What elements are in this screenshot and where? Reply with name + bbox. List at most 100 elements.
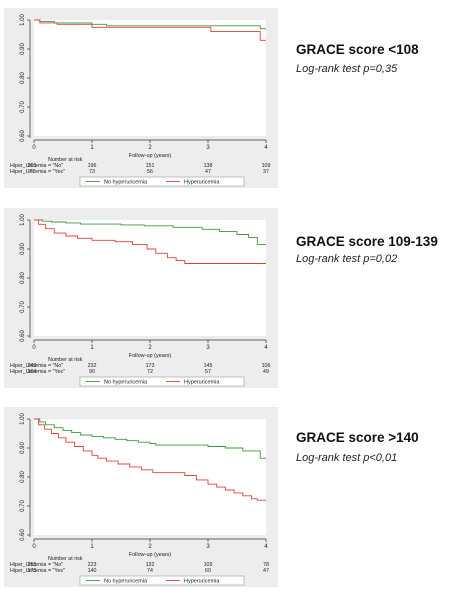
km-panel-grace-lt108: 0.60 0.70 0.80 0.90 1.00 0 1 2 3 4 Follow-up (year… <box>4 8 278 188</box>
risk-value: 104 <box>28 369 37 375</box>
legend: No hyperuricemia Hyperuricemia <box>79 575 245 586</box>
x-tick-label: 0 <box>32 345 36 351</box>
x-tick-label: 3 <box>206 544 210 550</box>
risk-value: 255 <box>28 562 37 568</box>
risk-value: 90 <box>89 369 95 375</box>
risk-value: 77 <box>29 169 35 175</box>
panel-subtitle-grace-gt140: Log-rank test p<0,01 <box>296 452 398 464</box>
legend: No hyperuricemia Hyperuricemia <box>79 176 245 187</box>
y-tick-label: 0.60 <box>20 130 26 142</box>
km-panel-grace-109-139: 0.60 0.70 0.80 0.90 1.00 0 1 2 3 4 Follow-up (year… <box>4 208 278 388</box>
risk-value: 173 <box>146 363 155 369</box>
x-tick-label: 3 <box>206 345 210 351</box>
risk-value: 151 <box>146 163 155 169</box>
legend-box <box>79 575 245 586</box>
risk-table-title: Number at risk <box>48 556 83 562</box>
y-tick-label: 0.70 <box>20 500 26 512</box>
y-tick-label: 0.60 <box>20 529 26 541</box>
panel-title-grace-gt140: GRACE score >140 <box>296 430 419 445</box>
plot-area <box>34 220 266 336</box>
legend-label: Hyperuricemia <box>184 180 220 186</box>
risk-value: 73 <box>89 169 95 175</box>
x-tick-label: 1 <box>90 544 94 550</box>
x-tick-label: 3 <box>206 145 210 151</box>
x-tick-label: 4 <box>264 145 268 151</box>
y-tick-label: 0.70 <box>20 101 26 113</box>
risk-row-label: Hiper_Uricemia = "No" <box>10 562 63 568</box>
risk-row-label: Hiper_Uricemia = "Yes" <box>10 568 65 574</box>
risk-value: 145 <box>204 363 213 369</box>
y-tick-label: 1.00 <box>20 214 26 226</box>
risk-value: 196 <box>88 163 97 169</box>
risk-value: 175 <box>28 568 37 574</box>
risk-value: 132 <box>146 562 155 568</box>
y-tick-label: 1.00 <box>20 413 26 425</box>
risk-value: 47 <box>263 568 269 574</box>
y-tick-label: 0.70 <box>20 301 26 313</box>
risk-value: 72 <box>147 369 153 375</box>
y-tick-label: 0.90 <box>20 43 26 55</box>
series-line-no-hyperuricemia <box>34 418 266 459</box>
risk-table-title: Number at risk <box>48 157 83 163</box>
x-tick-label: 4 <box>264 345 268 351</box>
panel-subtitle-grace-109-139: Log-rank test p=0,02 <box>296 253 398 265</box>
y-tick-label: 0.60 <box>20 330 26 342</box>
series-line-hyperuricemia <box>34 219 266 264</box>
risk-value: 57 <box>205 369 211 375</box>
risk-row-label: Hiper_Uricemia = "No" <box>10 363 63 369</box>
x-axis-label: Follow-up (years) <box>129 353 172 359</box>
legend-label: Hyperuricemia <box>184 579 220 585</box>
y-tick-label: 0.80 <box>20 471 26 483</box>
plot-area <box>34 419 266 535</box>
panel-subtitle-grace-lt108: Log-rank test p=0,35 <box>296 63 398 75</box>
risk-value: 109 <box>262 163 271 169</box>
risk-value: 47 <box>205 169 211 175</box>
risk-row-label: Hiper_Uricemia = "Yes" <box>10 369 65 375</box>
series-line-hyperuricemia <box>34 418 266 501</box>
risk-value: 37 <box>263 169 269 175</box>
km-chart-grace-109-139: 0.60 0.70 0.80 0.90 1.00 0 1 2 3 4 Follow-up (year… <box>10 214 271 387</box>
risk-value: 109 <box>204 562 213 568</box>
km-chart-grace-lt108: 0.60 0.70 0.80 0.90 1.00 0 1 2 3 4 Follow-up (year… <box>10 14 271 187</box>
risk-value: 74 <box>147 568 153 574</box>
panel-title-grace-109-139: GRACE score 109-139 <box>296 234 438 249</box>
x-tick-label: 1 <box>90 145 94 151</box>
risk-row-label: Hiper_Uricemia = "Yes" <box>10 169 65 175</box>
risk-value: 60 <box>205 568 211 574</box>
km-chart-grace-gt140: 0.60 0.70 0.80 0.90 1.00 0 1 2 3 4 Follow-up (year… <box>10 413 269 586</box>
risk-value: 223 <box>88 562 97 568</box>
series-line-no-hyperuricemia <box>34 219 266 246</box>
risk-value: 56 <box>147 169 153 175</box>
plot-area <box>34 20 266 136</box>
risk-value: 201 <box>28 163 37 169</box>
legend-box <box>79 176 245 187</box>
risk-value: 78 <box>263 562 269 568</box>
series-line-hyperuricemia <box>34 19 266 41</box>
legend-label: No hyperuricemia <box>104 579 148 585</box>
km-panel-grace-gt140: 0.60 0.70 0.80 0.90 1.00 0 1 2 3 4 Follow-up (year… <box>4 407 278 587</box>
risk-value: 138 <box>204 163 213 169</box>
y-tick-label: 0.80 <box>20 272 26 284</box>
legend-label: No hyperuricemia <box>104 180 148 186</box>
risk-value: 106 <box>262 363 271 369</box>
x-tick-label: 2 <box>148 145 152 151</box>
x-tick-label: 0 <box>32 544 36 550</box>
legend-label: No hyperuricemia <box>104 380 148 386</box>
risk-value: 249 <box>28 363 37 369</box>
x-tick-label: 4 <box>264 544 268 550</box>
legend-label: Hyperuricemia <box>184 380 220 386</box>
panel-title-grace-lt108: GRACE score <108 <box>296 42 419 57</box>
x-tick-label: 0 <box>32 145 36 151</box>
risk-value: 49 <box>263 369 269 375</box>
legend-box <box>79 376 245 387</box>
risk-value: 232 <box>88 363 97 369</box>
x-tick-label: 1 <box>90 345 94 351</box>
y-tick-label: 0.80 <box>20 72 26 84</box>
x-tick-label: 2 <box>148 544 152 550</box>
risk-value: 140 <box>88 568 97 574</box>
y-tick-label: 0.90 <box>20 243 26 255</box>
legend: No hyperuricemia Hyperuricemia <box>79 376 245 387</box>
x-axis-label: Follow-up (years) <box>129 552 172 558</box>
y-tick-label: 0.90 <box>20 442 26 454</box>
x-axis-label: Follow-up (years) <box>129 153 172 159</box>
